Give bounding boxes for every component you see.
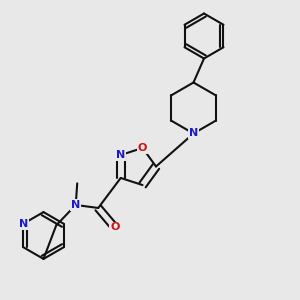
Text: N: N — [116, 150, 125, 160]
Text: N: N — [71, 200, 80, 210]
Text: O: O — [138, 143, 147, 153]
Text: O: O — [110, 223, 119, 232]
Text: N: N — [189, 128, 198, 139]
Text: N: N — [19, 219, 28, 229]
